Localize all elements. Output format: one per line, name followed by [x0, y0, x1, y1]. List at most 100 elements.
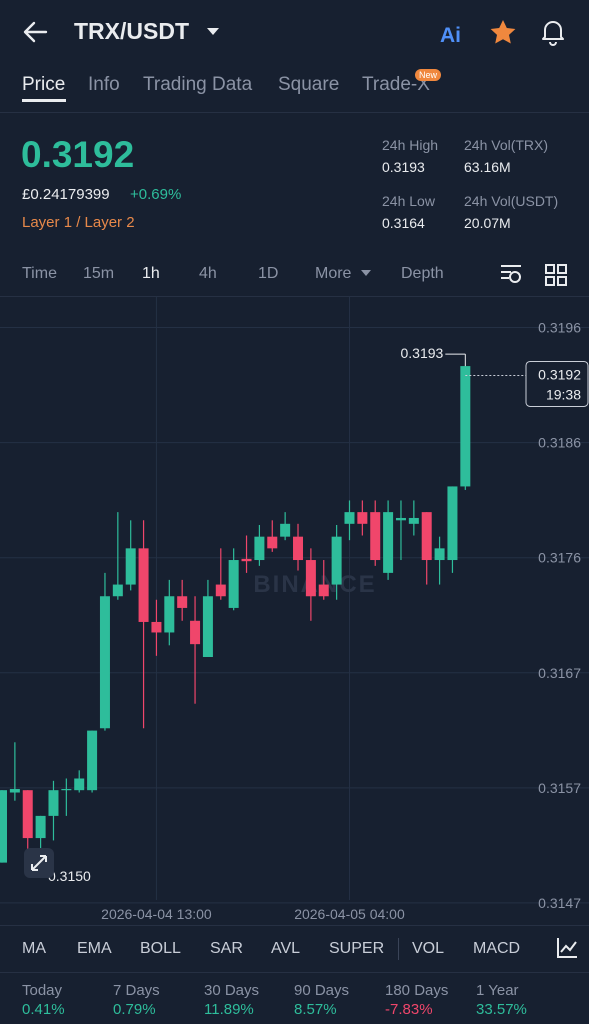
candle-body — [357, 512, 368, 524]
candle-body — [190, 620, 201, 645]
pair-title[interactable]: TRX/USDT — [74, 18, 189, 44]
period-change: 33.57% — [476, 1001, 527, 1018]
tab[interactable]: Price — [22, 74, 66, 95]
candlestick-chart[interactable]: 0.3196 0.3186 0.3176 0.3167 0.3157 0.3147 2026… — [0, 0, 589, 925]
candle-body — [305, 560, 316, 597]
indicator-option[interactable]: SAR — [210, 940, 243, 957]
stat-label: 24h Vol(TRX) — [464, 137, 549, 153]
interval-option[interactable]: 1h — [142, 265, 160, 282]
candle-body — [9, 789, 20, 793]
candle-body — [318, 584, 329, 597]
divider — [0, 296, 589, 297]
stat-value: 63.16M — [464, 159, 511, 175]
high-label: 0.3193 — [400, 345, 443, 361]
y-tick-label: 0.3157 — [538, 780, 581, 796]
indicator-option[interactable]: MACD — [473, 940, 521, 957]
pair-dropdown[interactable] — [206, 27, 220, 37]
ai-icon[interactable]: Ai — [438, 20, 468, 46]
favorite-star[interactable] — [489, 19, 517, 45]
candle-body — [434, 548, 445, 561]
candle-body — [383, 512, 394, 573]
indicator-option[interactable]: BOLL — [140, 940, 181, 957]
candle-body — [48, 790, 59, 816]
candle-body — [408, 517, 419, 524]
interval-option[interactable]: Depth — [401, 265, 444, 282]
candle-body — [267, 536, 278, 549]
period-change: 8.57% — [294, 1001, 337, 1018]
period-label: 7 Days — [113, 982, 160, 999]
more-caret — [361, 270, 371, 276]
divider — [0, 925, 589, 926]
indicator-option[interactable]: EMA — [77, 940, 112, 957]
layout-icon[interactable] — [545, 264, 567, 286]
candle-body — [112, 584, 123, 597]
candle-body — [370, 512, 381, 561]
interval-option[interactable]: 4h — [199, 265, 217, 282]
candle-body — [228, 560, 239, 608]
period-change: 0.79% — [113, 1001, 156, 1018]
tab[interactable]: Trading Data — [143, 74, 253, 95]
candle-body — [164, 596, 175, 633]
period-label: 90 Days — [294, 982, 350, 999]
tab[interactable]: Info — [88, 74, 120, 95]
period-change: 0.41% — [22, 1001, 65, 1018]
separator — [398, 938, 399, 960]
candle-body — [22, 790, 33, 839]
interval-option[interactable]: More — [315, 265, 352, 282]
period-label: Today — [22, 982, 63, 999]
low-label: 0.3150 — [48, 868, 91, 884]
expand-button[interactable] — [24, 848, 54, 878]
candle-body — [177, 596, 188, 608]
candle-body — [61, 789, 72, 791]
candle-body — [344, 512, 355, 524]
fiat-price: £0.24179399 — [22, 186, 110, 203]
candle-body — [74, 778, 85, 791]
category-tag[interactable]: Layer 1 / Layer 2 — [22, 214, 135, 231]
indicator-option[interactable]: VOL — [412, 940, 445, 957]
period-change: -7.83% — [385, 1001, 433, 1018]
candle-body — [293, 536, 304, 561]
interval-option[interactable]: Time — [22, 265, 57, 282]
x-tick-label: 2026-04-04 13:00 — [101, 906, 212, 922]
interval-option[interactable]: 1D — [258, 265, 279, 282]
chart-settings-icon[interactable] — [499, 263, 523, 285]
candle-body — [0, 790, 7, 863]
candle-body — [254, 536, 265, 561]
interval-option[interactable]: 15m — [83, 265, 115, 282]
period-label: 180 Days — [385, 982, 449, 999]
alerts-bell[interactable] — [540, 18, 566, 46]
period-label: 1 Year — [476, 982, 519, 999]
stat-value: 20.07M — [464, 215, 511, 231]
candle-body — [447, 486, 458, 561]
x-tick-label: 2026-04-05 04:00 — [294, 906, 405, 922]
indicator-option[interactable]: MA — [22, 940, 46, 957]
svg-text:Ai: Ai — [440, 24, 461, 46]
tab[interactable]: Trade-X — [362, 74, 430, 95]
y-tick-label: 0.3196 — [538, 320, 581, 336]
period-change: 11.89% — [204, 1001, 254, 1018]
candle-body — [460, 366, 471, 487]
candle-body — [241, 558, 252, 562]
price-tag-value: 0.3192 — [538, 366, 581, 382]
stat-label: 24h High — [382, 137, 439, 153]
period-label: 30 Days — [204, 982, 260, 999]
candle-body — [138, 548, 149, 622]
candle-body — [99, 596, 110, 729]
candle-body — [280, 523, 291, 537]
candle-body — [215, 584, 226, 597]
indicator-option[interactable]: AVL — [271, 940, 301, 957]
y-tick-label: 0.3147 — [538, 895, 581, 911]
candle-body — [395, 517, 406, 521]
back-button[interactable] — [22, 20, 48, 44]
indicator-option[interactable]: SUPER — [329, 940, 385, 957]
tab[interactable]: Square — [278, 74, 340, 95]
divider — [0, 112, 589, 113]
stat-label: 24h Low — [382, 193, 435, 209]
y-tick-label: 0.3167 — [538, 665, 581, 681]
candle-body — [331, 536, 342, 585]
divider — [0, 972, 589, 973]
price-tag-countdown: 19:38 — [546, 386, 581, 402]
candle-body — [202, 596, 213, 657]
candle-body — [151, 621, 162, 633]
indicator-settings[interactable] — [556, 937, 578, 959]
